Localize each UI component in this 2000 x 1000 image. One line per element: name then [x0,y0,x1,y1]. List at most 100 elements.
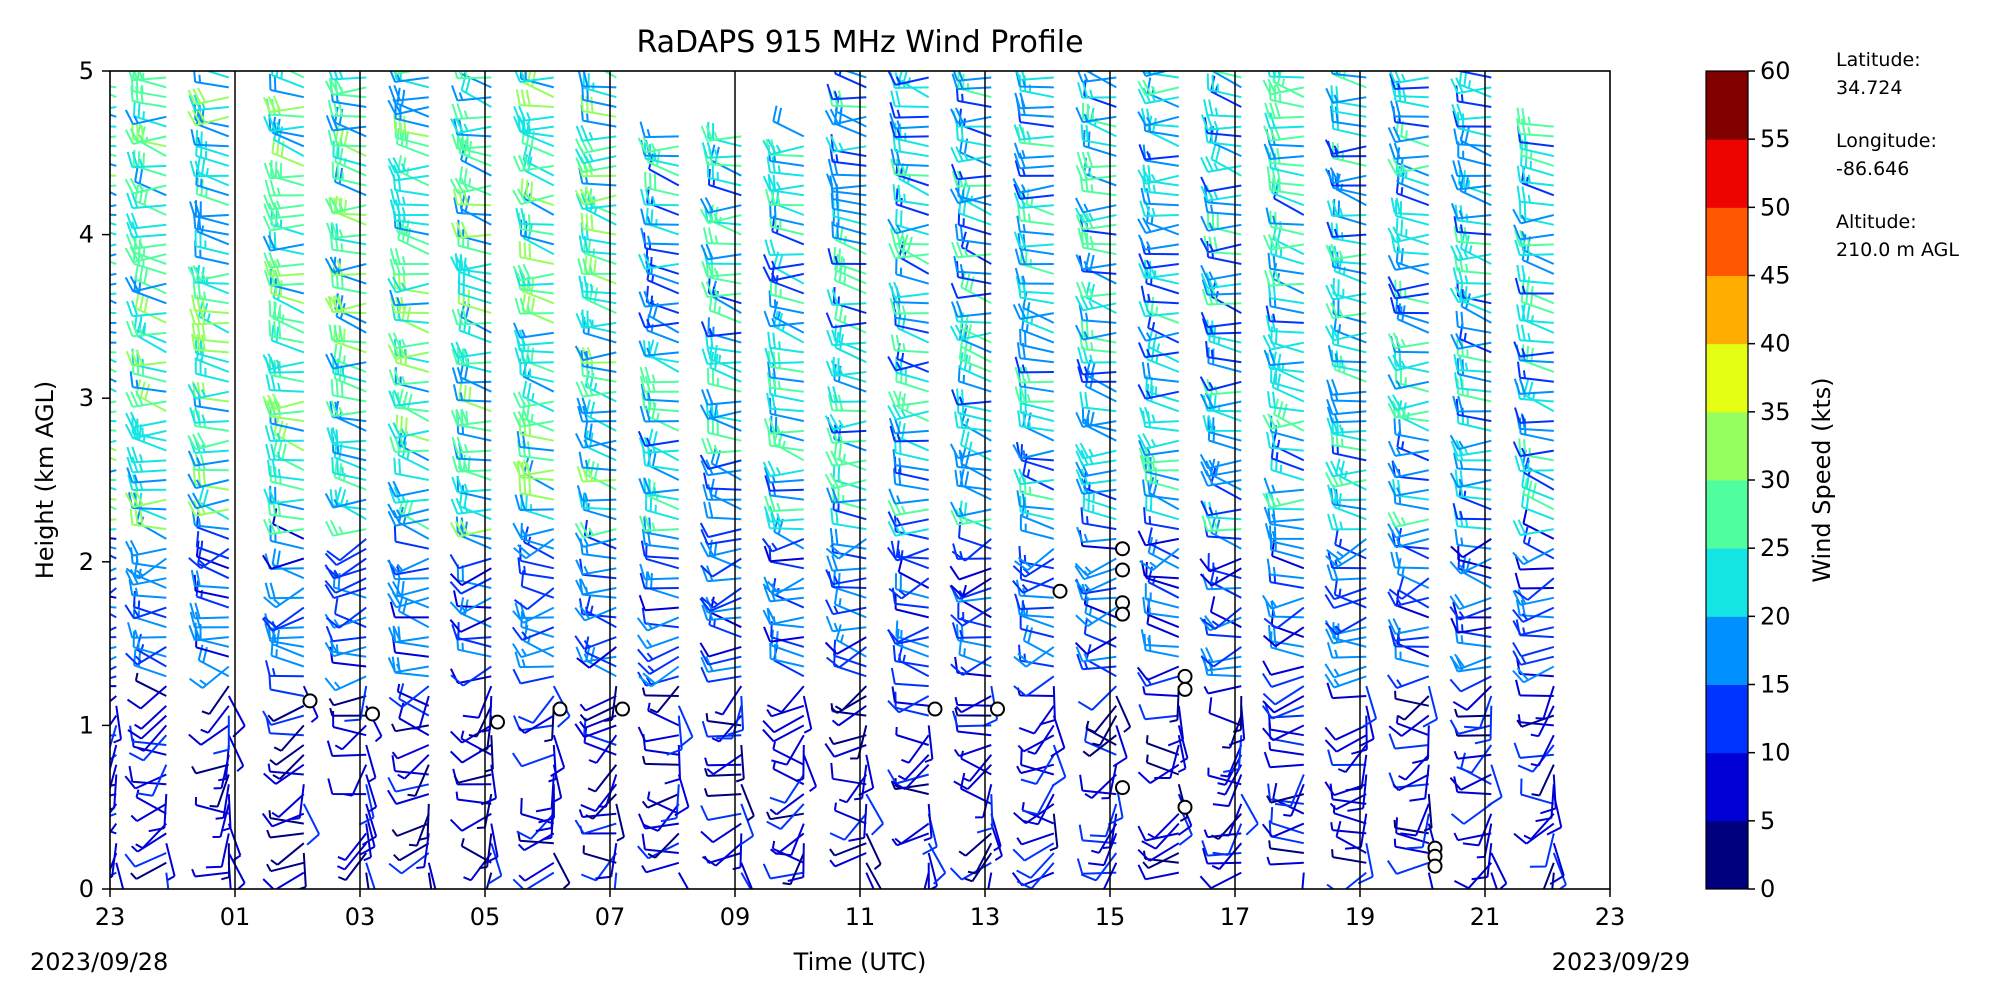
wind-barb [771,734,805,766]
wind-barb [649,685,680,714]
wind-barb [200,705,230,734]
wind-barb [324,78,367,96]
wind-barb [393,114,429,138]
wind-barb [763,505,804,523]
wind-barb [1207,210,1242,236]
wind-barb [987,872,993,889]
wind-barb [1200,184,1242,202]
wind-barb [110,744,118,773]
wind-barb [1393,819,1429,835]
wind-barb [1389,296,1429,315]
wind-barb [110,725,118,751]
wind-barb [451,308,492,326]
wind-barb [1013,123,1054,141]
wind-barb [126,467,167,484]
wind-barb [1017,410,1054,432]
wind-barb [895,258,929,285]
wind-barb [775,823,805,857]
wind-barb [451,348,492,366]
wind-barb [1261,672,1305,688]
wind-barb [587,764,618,793]
wind-barb [923,872,930,889]
wind-barb [327,295,367,315]
wind-barb [110,695,117,703]
wind-barb [580,212,617,236]
colorbar-tick-label: 50 [1760,193,1791,221]
wind-barb [574,605,617,622]
wind-barb [1476,823,1493,859]
wind-barb [1141,361,1179,383]
wind-barb [763,545,804,563]
calm-marker [990,701,1005,717]
wind-barb [769,210,805,236]
y-tick-label: 5 [79,57,94,85]
wind-barb [133,313,167,344]
wind-barb [1474,705,1493,745]
wind-barb [766,371,804,393]
wind-barb [887,769,929,785]
wind-barb [134,705,167,730]
wind-barb [740,862,754,889]
wind-barb [1450,439,1492,457]
wind-barb [1014,547,1055,572]
x-tick-label: 05 [470,903,501,931]
wind-barb [1263,751,1304,769]
wind-barb [706,161,742,187]
wind-barb [388,852,430,875]
wind-barb [1387,276,1430,292]
wind-barb [574,723,617,738]
wind-barb [127,714,167,740]
wind-barb [450,221,492,239]
wind-barb [888,417,929,435]
wind-barb [1427,872,1434,889]
wind-barb [1530,734,1555,767]
wind-barb [1014,366,1054,384]
wind-barb [1450,244,1492,262]
wind-barb [1516,304,1554,324]
wind-barb [927,842,947,885]
wind-barb [1324,673,1367,689]
wind-barb [388,389,429,407]
wind-barb [110,843,118,879]
wind-barb [330,270,367,295]
wind-barb [521,126,555,158]
y-tick-label: 0 [79,875,94,903]
wind-barb [1552,852,1567,889]
wind-barb [894,822,930,845]
wind-barb [580,95,617,118]
wind-barb [1177,725,1189,764]
wind-barb [1199,237,1242,254]
wind-barb [1264,102,1304,120]
wind-barb [582,71,617,99]
wind-barb [1324,734,1367,753]
wind-barb [1324,616,1367,636]
wind-barb [1344,813,1368,850]
wind-barb [1549,842,1565,885]
wind-barb [126,456,167,474]
wind-barb [515,207,554,226]
wind-barb [1449,653,1492,671]
wind-barb [1080,320,1117,344]
wind-barb [1138,446,1179,464]
wind-barb [190,128,229,148]
wind-barb [761,537,805,553]
wind-barb [110,774,118,811]
wind-barb [127,474,167,491]
wind-barb [848,803,868,842]
wind-barb [1518,201,1555,226]
wind-barb [637,645,680,663]
wind-barb [514,269,554,287]
wind-barb [222,794,232,832]
wind-barb [325,222,367,240]
wind-barb [1262,333,1305,351]
wind-barb [1075,212,1117,231]
wind-barb [825,360,867,377]
wind-barb [1012,444,1055,460]
wind-barb [638,312,679,329]
wind-barb [267,459,304,481]
wind-barb [270,208,305,236]
wind-barb [194,230,230,256]
vertical-gridlines [234,71,1486,889]
wind-barb [1145,754,1180,776]
wind-barb [1142,852,1180,869]
